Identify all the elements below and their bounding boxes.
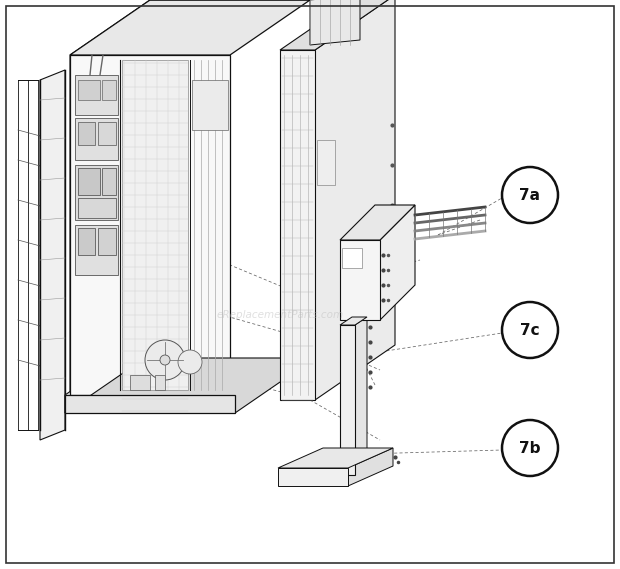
- Polygon shape: [75, 225, 118, 275]
- Polygon shape: [65, 340, 145, 413]
- Polygon shape: [340, 325, 355, 475]
- Polygon shape: [75, 75, 118, 115]
- Polygon shape: [102, 168, 116, 195]
- Polygon shape: [278, 468, 348, 486]
- Polygon shape: [78, 122, 95, 145]
- Polygon shape: [310, 0, 360, 45]
- Polygon shape: [70, 0, 150, 395]
- Text: 7c: 7c: [520, 323, 540, 337]
- Polygon shape: [78, 198, 116, 218]
- Circle shape: [178, 350, 202, 374]
- Polygon shape: [278, 448, 393, 468]
- Polygon shape: [340, 317, 367, 325]
- Polygon shape: [340, 205, 415, 240]
- Text: 7b: 7b: [520, 440, 541, 456]
- Text: 7a: 7a: [520, 188, 541, 203]
- Polygon shape: [355, 317, 367, 475]
- Circle shape: [502, 302, 558, 358]
- Circle shape: [502, 420, 558, 476]
- Polygon shape: [98, 228, 116, 255]
- Circle shape: [502, 167, 558, 223]
- Polygon shape: [78, 228, 95, 255]
- Polygon shape: [342, 248, 362, 268]
- Polygon shape: [348, 448, 393, 486]
- Polygon shape: [65, 358, 315, 413]
- Polygon shape: [70, 55, 230, 395]
- Polygon shape: [317, 140, 335, 185]
- Polygon shape: [192, 80, 228, 130]
- Polygon shape: [130, 375, 150, 390]
- Polygon shape: [122, 60, 188, 390]
- Polygon shape: [75, 165, 118, 220]
- Polygon shape: [102, 80, 116, 100]
- Polygon shape: [155, 375, 165, 390]
- Polygon shape: [78, 168, 100, 195]
- Polygon shape: [75, 118, 118, 160]
- Polygon shape: [40, 70, 65, 440]
- Polygon shape: [98, 122, 116, 145]
- Circle shape: [160, 355, 170, 365]
- Polygon shape: [380, 205, 415, 320]
- Polygon shape: [65, 395, 235, 413]
- Polygon shape: [280, 50, 315, 400]
- Polygon shape: [280, 0, 395, 50]
- Text: eReplacementParts.com: eReplacementParts.com: [216, 310, 343, 320]
- Circle shape: [145, 340, 185, 380]
- Polygon shape: [78, 80, 100, 100]
- Polygon shape: [340, 240, 380, 320]
- Polygon shape: [70, 0, 310, 55]
- Polygon shape: [315, 0, 395, 400]
